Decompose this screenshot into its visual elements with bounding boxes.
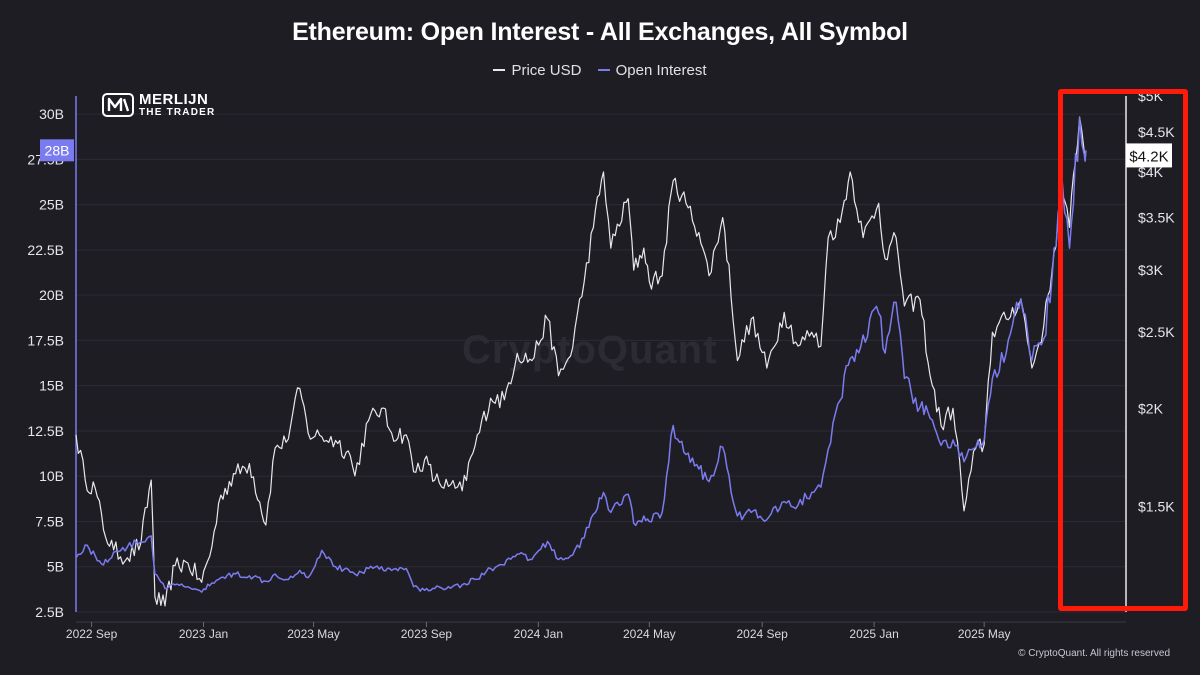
merlijn-logo-icon [102, 93, 134, 117]
copyright-notice: © CryptoQuant. All rights reserved [1018, 648, 1170, 659]
x-tick-label: 2024 Jan [514, 627, 563, 641]
current-oi-label: 28B [45, 142, 70, 158]
right-tick-label: $4.5K [1138, 124, 1175, 140]
current-oi-marker [40, 139, 74, 162]
price-usd-line [75, 116, 1087, 607]
legend-item-open-interest[interactable]: Open Interest [597, 61, 707, 79]
left-tick-label: 5B [47, 559, 64, 575]
chart-title: Ethereum: Open Interest - All Exchanges,… [292, 18, 908, 46]
x-tick-label: 2023 Sep [401, 627, 453, 641]
legend-item-price[interactable]: Price USD [493, 62, 581, 79]
legend-label-open-interest: Open Interest [615, 61, 707, 79]
left-tick-label: 7.5B [35, 513, 64, 529]
legend-label-price: Price USD [511, 61, 582, 79]
logo-line2: THE TRADER [139, 107, 216, 118]
series-layer [75, 116, 1087, 607]
x-tick-label: 2024 Sep [736, 627, 788, 641]
x-axis: 2022 Sep 2023 Jan 2023 May 2023 Sep 2024 Jan… [66, 621, 1126, 641]
x-tick-label: 2023 May [287, 627, 340, 641]
legend-swatch-open-interest [597, 69, 610, 71]
left-tick-label: 30B [39, 106, 64, 122]
right-tick-label: $2.5K [1138, 324, 1175, 340]
logo-line1: MERLIJN [139, 91, 209, 108]
left-tick-label: 20B [39, 287, 64, 303]
right-tick-label: $1.5K [1138, 498, 1175, 514]
left-tick-label: 17.5B [27, 332, 64, 348]
right-tick-label: $3K [1138, 262, 1164, 278]
right-tick-label: $3.5K [1138, 210, 1175, 226]
right-tick-label: $2K [1138, 400, 1164, 416]
x-tick-label: 2022 Sep [66, 627, 118, 641]
x-tick-label: 2025 Jan [849, 627, 898, 641]
x-tick-label: 2023 Jan [179, 627, 228, 641]
x-tick-label: 2025 May [958, 627, 1011, 641]
left-tick-label: 10B [39, 468, 64, 484]
gridlines [76, 113, 1126, 613]
left-tick-label: 15B [39, 378, 64, 394]
left-tick-label: 12.5B [27, 423, 64, 439]
highlight-box [1058, 89, 1188, 611]
legend-swatch-price [493, 69, 506, 71]
watermark: CryptoQuant [462, 328, 718, 372]
x-tick-label: 2024 May [623, 627, 676, 641]
right-tick-label: $4K [1138, 164, 1164, 180]
left-y-axis: 2.5B5B7.5B10B12.5B15B17.5B20B22.5B25B27.… [27, 96, 77, 620]
open-interest-line [75, 116, 1087, 593]
left-tick-label: 2.5B [35, 604, 64, 620]
current-value-markers: 28B $4.2K [40, 139, 1172, 168]
merlijn-logo: MERLIJN THE TRADER [102, 92, 215, 118]
current-price-marker [1126, 143, 1172, 168]
left-tick-label: 25B [39, 197, 64, 213]
chart-legend: Price USD Open Interest [0, 58, 1200, 79]
current-price-label: $4.2K [1129, 148, 1168, 165]
left-tick-label: 22.5B [27, 242, 64, 258]
